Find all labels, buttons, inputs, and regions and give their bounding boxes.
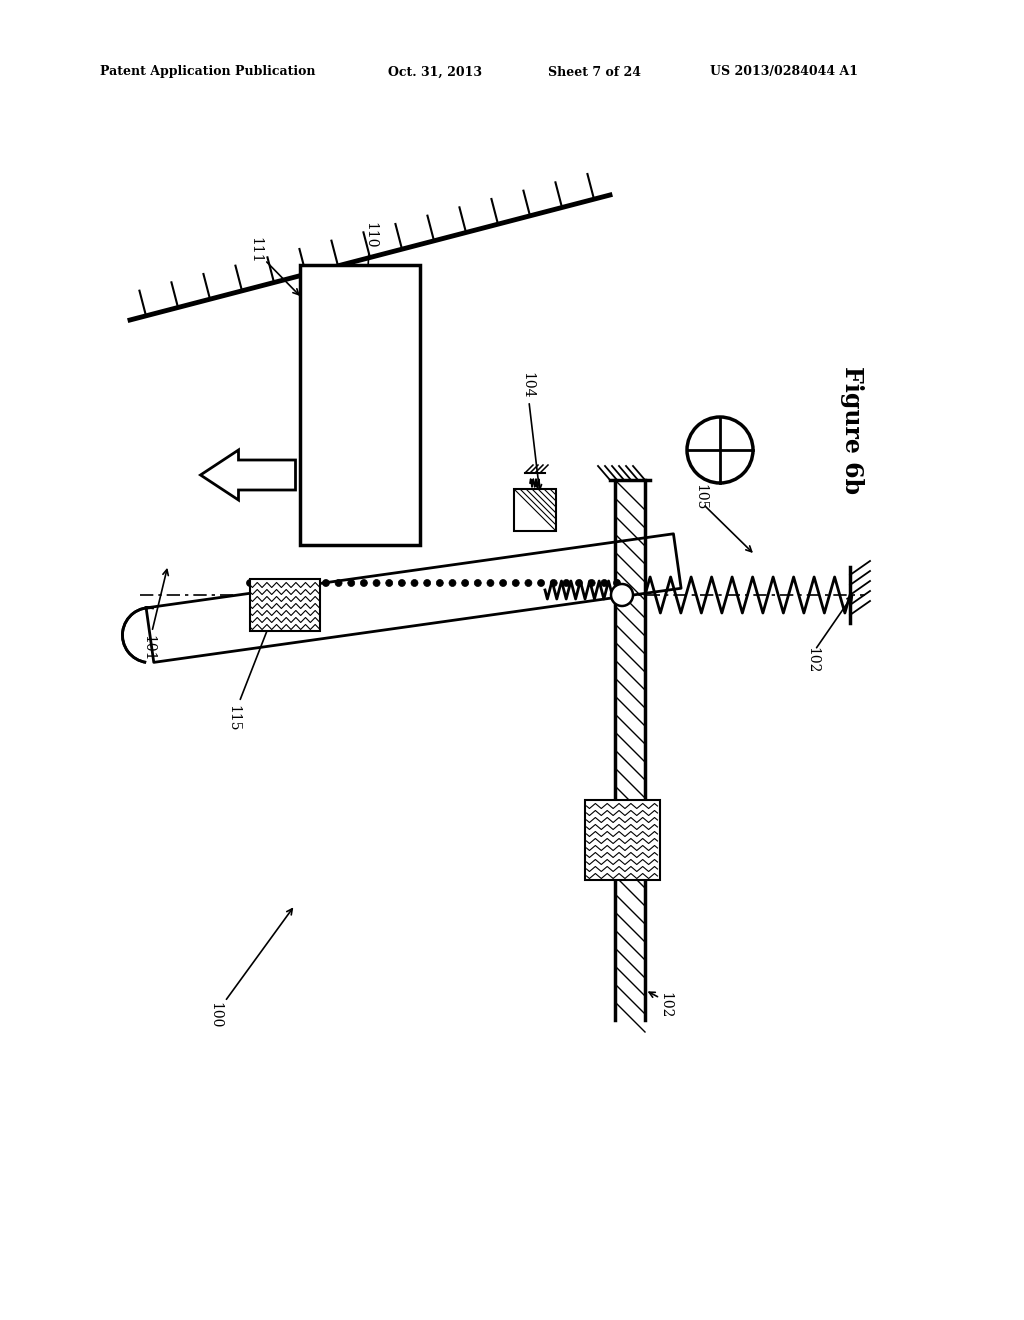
Text: 110: 110 [362, 222, 377, 310]
Circle shape [550, 579, 557, 586]
Circle shape [285, 579, 292, 586]
Circle shape [500, 579, 507, 586]
Text: 105: 105 [693, 484, 707, 511]
Text: 101: 101 [141, 569, 168, 661]
Circle shape [538, 579, 545, 586]
Circle shape [575, 579, 583, 586]
Circle shape [271, 579, 279, 586]
Text: Oct. 31, 2013: Oct. 31, 2013 [388, 66, 482, 78]
Circle shape [310, 579, 316, 586]
Bar [300, 265, 420, 545]
Wedge shape [123, 607, 154, 663]
Circle shape [247, 579, 254, 586]
Circle shape [462, 579, 469, 586]
FancyArrow shape [201, 450, 296, 500]
Circle shape [449, 579, 456, 586]
Circle shape [335, 579, 342, 586]
Circle shape [360, 579, 368, 586]
Polygon shape [146, 533, 681, 663]
Circle shape [525, 579, 531, 586]
Circle shape [563, 579, 570, 586]
Text: Figure 6b: Figure 6b [840, 366, 864, 494]
Bar [585, 800, 659, 880]
Text: 100: 100 [208, 908, 292, 1028]
Circle shape [601, 579, 608, 586]
Circle shape [297, 579, 304, 586]
Circle shape [259, 579, 266, 586]
Circle shape [411, 579, 418, 586]
Bar [250, 579, 319, 631]
Circle shape [588, 579, 595, 586]
Circle shape [398, 579, 406, 586]
Text: 115: 115 [226, 622, 271, 731]
Text: Sheet 7 of 24: Sheet 7 of 24 [548, 66, 641, 78]
Circle shape [323, 579, 330, 586]
Bar [514, 488, 556, 531]
Circle shape [487, 579, 494, 586]
Circle shape [386, 579, 393, 586]
Circle shape [424, 579, 431, 586]
Circle shape [436, 579, 443, 586]
Text: 104: 104 [520, 372, 542, 491]
Circle shape [373, 579, 380, 586]
Text: Patent Application Publication: Patent Application Publication [100, 66, 315, 78]
Circle shape [613, 579, 621, 586]
Text: 102: 102 [658, 991, 672, 1018]
Circle shape [611, 583, 633, 606]
Text: US 2013/0284044 A1: US 2013/0284044 A1 [710, 66, 858, 78]
Text: 111: 111 [248, 236, 299, 294]
Circle shape [687, 417, 753, 483]
Circle shape [474, 579, 481, 586]
Text: 102: 102 [805, 647, 819, 673]
Circle shape [512, 579, 519, 586]
Circle shape [348, 579, 354, 586]
